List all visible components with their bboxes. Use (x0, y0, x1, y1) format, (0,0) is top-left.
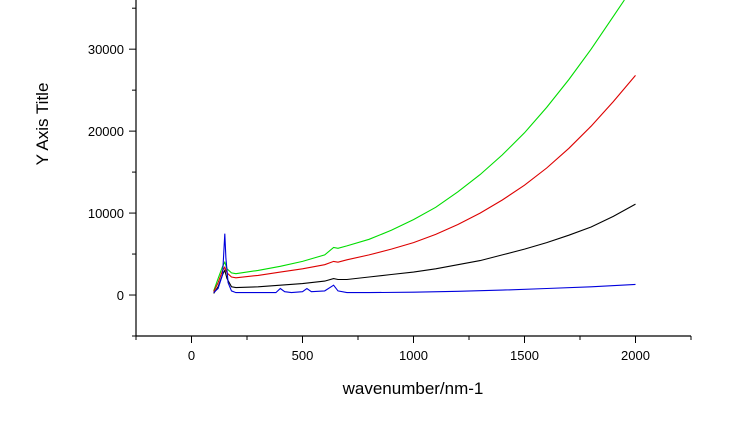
y-tick-label: 10000 (88, 206, 124, 221)
plot-area (213, 0, 636, 294)
y-tick-label: 0 (117, 288, 124, 303)
x-tick-label: 1000 (399, 348, 428, 363)
axis-labels: wavenumber/nm-1 Y Axis Title (33, 83, 483, 398)
y-axis-title: Y Axis Title (33, 83, 52, 166)
x-tick-label: 0 (188, 348, 195, 363)
series-line-4 (213, 233, 636, 294)
series-line-2 (213, 75, 636, 292)
series-line-1 (213, 0, 625, 292)
x-tick-label: 2000 (621, 348, 650, 363)
x-tick-label: 1500 (510, 348, 539, 363)
x-tick-label: 500 (292, 348, 314, 363)
y-tick-label: 30000 (88, 42, 124, 57)
x-axis-title: wavenumber/nm-1 (342, 379, 484, 398)
y-tick-label: 20000 (88, 124, 124, 139)
series-line-3 (213, 203, 636, 294)
